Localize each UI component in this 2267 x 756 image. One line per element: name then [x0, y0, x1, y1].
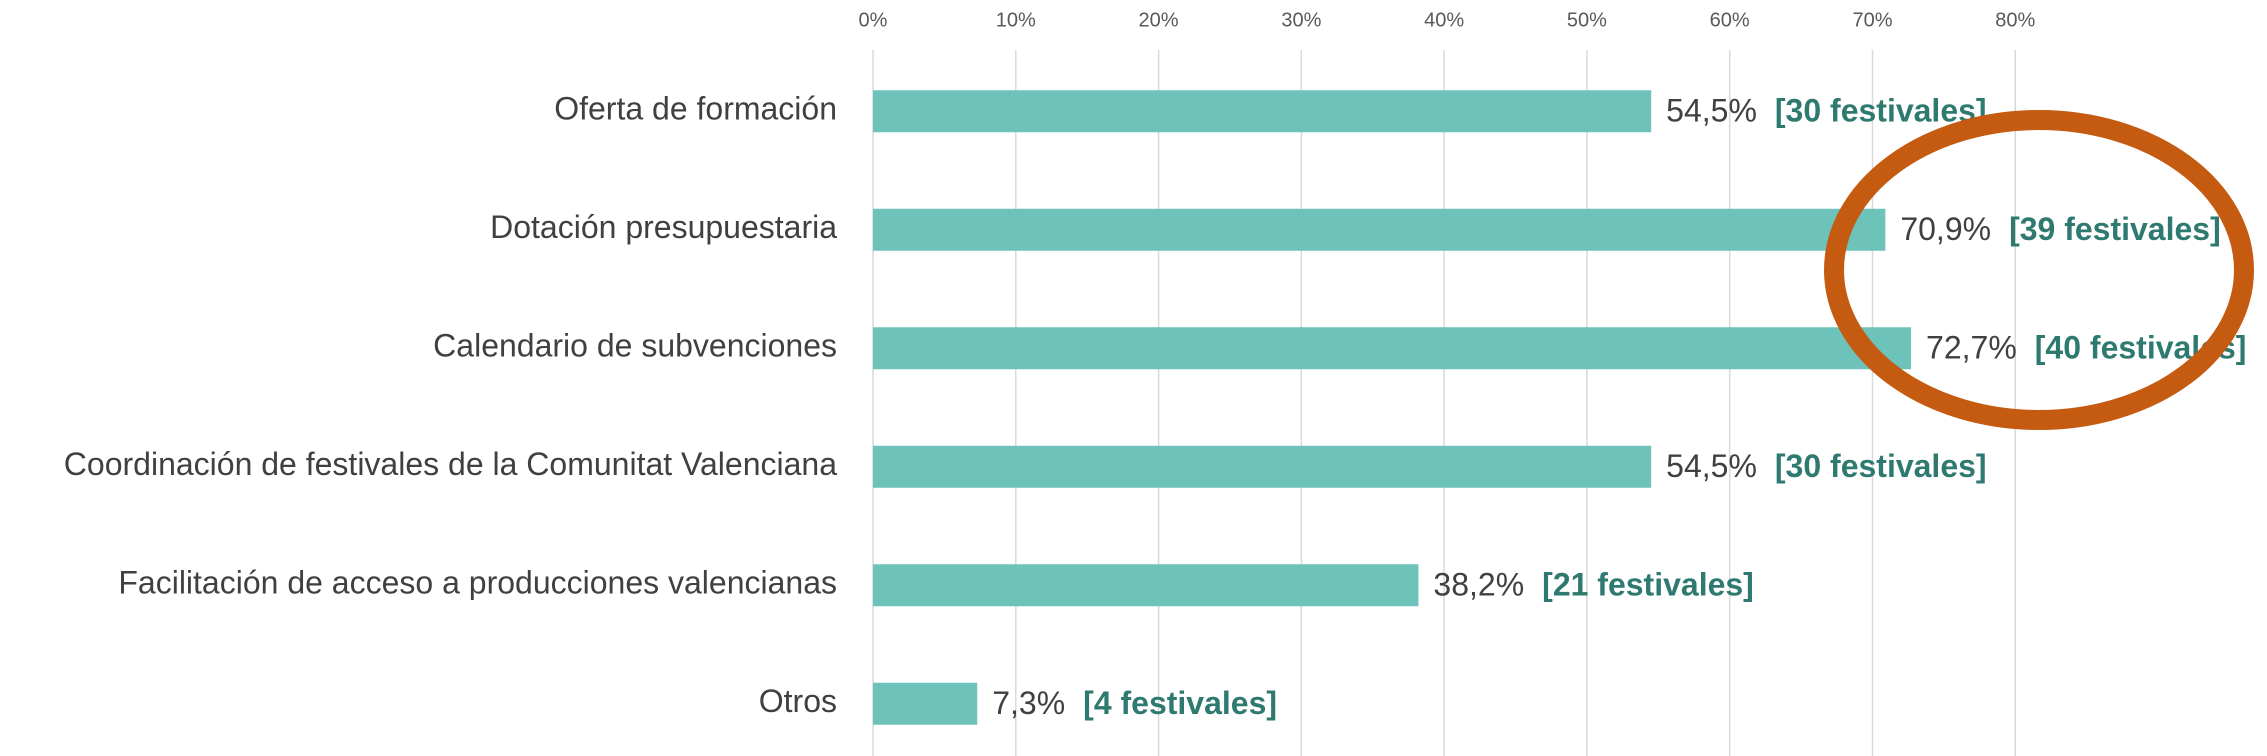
category-label: Dotación presupuestaria: [490, 209, 837, 245]
bar: [873, 208, 1886, 251]
x-tick-label: 10%: [996, 9, 1036, 31]
annotation: [4 festivales]: [1083, 685, 1277, 721]
value-label: 7,3%: [992, 685, 1065, 721]
highlight-ellipse: [1824, 110, 2254, 430]
value-label: 38,2%: [1433, 567, 1524, 603]
bars: Oferta de formación 54,5% [30 festivales] D…: [64, 90, 2246, 725]
x-tick-label: 70%: [1852, 9, 1892, 31]
value-label: 54,5%: [1666, 448, 1757, 484]
x-tick-label: 20%: [1139, 9, 1179, 31]
bar: [873, 564, 1419, 607]
category-label: Calendario de subvenciones: [433, 328, 837, 364]
bar: [873, 445, 1652, 488]
x-tick-label: 50%: [1567, 9, 1607, 31]
annotation: [30 festivales]: [1775, 448, 1987, 484]
bar: [873, 90, 1652, 133]
category-label: Otros: [759, 683, 837, 719]
annotation: [30 festivales]: [1775, 93, 1987, 129]
annotation: [21 festivales]: [1542, 567, 1754, 603]
category-label: Coordinación de festivales de la Comunit…: [64, 446, 837, 482]
value-label: 54,5%: [1666, 93, 1757, 129]
grid: 0% 10% 20% 30% 40% 50% 60% 70% 80%: [859, 9, 2035, 756]
value-label: 70,9%: [1900, 211, 1991, 247]
category-label: Oferta de formación: [554, 91, 837, 127]
x-tick-label: 30%: [1281, 9, 1321, 31]
x-tick-label: 0%: [859, 9, 888, 31]
value-label: 72,7%: [1926, 330, 2017, 366]
x-tick-label: 40%: [1424, 9, 1464, 31]
x-tick-label: 80%: [1995, 9, 2035, 31]
bar: [873, 327, 1912, 370]
bar: [873, 682, 978, 725]
category-label: Facilitación de acceso a producciones va…: [118, 565, 837, 601]
x-tick-label: 60%: [1710, 9, 1750, 31]
annotation: [39 festivales]: [2009, 211, 2221, 247]
